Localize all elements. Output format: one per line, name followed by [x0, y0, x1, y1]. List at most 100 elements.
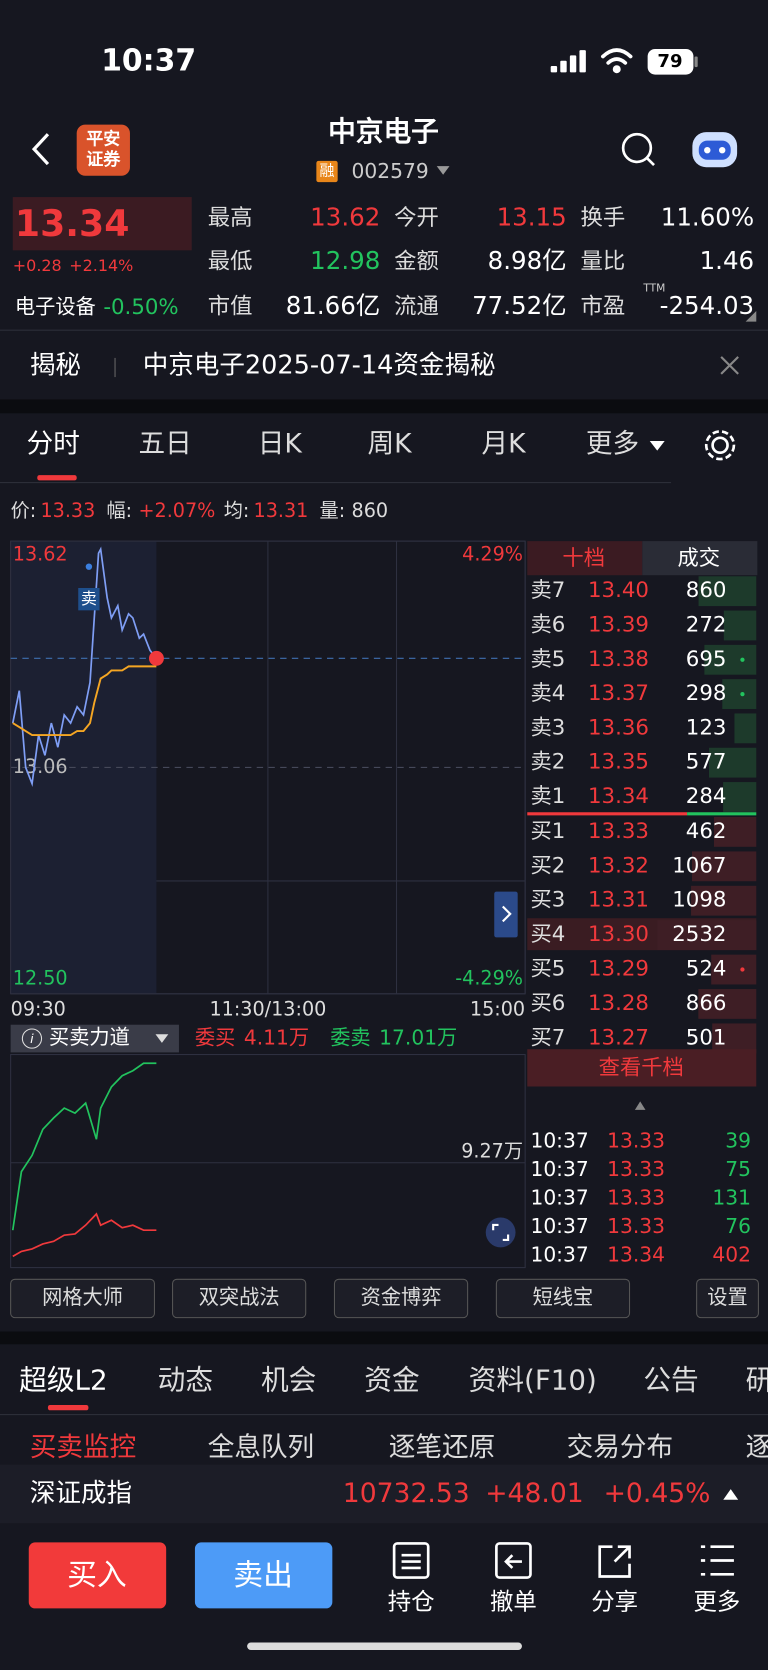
- section-tab[interactable]: 动态: [158, 1364, 213, 1397]
- section-tab[interactable]: 研: [746, 1364, 768, 1397]
- info-label: 量:: [320, 499, 346, 522]
- info-icon[interactable]: [21, 1028, 43, 1049]
- status-time: 10:37: [101, 43, 196, 78]
- book-tab-active[interactable]: [527, 541, 643, 576]
- x-tick-label: 09:30: [11, 997, 66, 1020]
- stock-code[interactable]: 002579: [352, 159, 429, 183]
- stat-label: 今开: [394, 205, 439, 231]
- book-level: 卖6: [530, 612, 565, 637]
- sub-tab[interactable]: 逐笔还原: [389, 1432, 495, 1463]
- sell-label: 卖出: [233, 1558, 293, 1593]
- action-label[interactable]: 撤单: [490, 1588, 537, 1616]
- book-level: 卖1: [530, 784, 565, 809]
- period-tab[interactable]: 更多: [586, 429, 639, 460]
- sub-tab[interactable]: 逐: [746, 1432, 768, 1463]
- price-change: +0.28: [13, 256, 62, 275]
- tab-underline: [47, 1404, 89, 1411]
- gap: [0, 1331, 768, 1345]
- book-tab[interactable]: [642, 541, 758, 576]
- period-tab[interactable]: 月K: [481, 429, 527, 460]
- search-button[interactable]: [621, 132, 655, 167]
- book-level: 买4: [530, 922, 565, 947]
- expand-arrow: [502, 905, 512, 923]
- series-line: [12, 1212, 157, 1258]
- action-icons: [392, 1542, 734, 1579]
- book-level: 买5: [530, 957, 565, 982]
- index-value: 10732.53: [343, 1478, 470, 1509]
- y-tick-label: 13.62: [13, 542, 68, 565]
- more-dropdown[interactable]: [649, 440, 665, 451]
- assistant-button[interactable]: [692, 132, 738, 168]
- tool-button[interactable]: [172, 1278, 307, 1319]
- tool-label: 资金博弈: [361, 1285, 442, 1309]
- collapse-arrow[interactable]: [634, 1101, 646, 1110]
- stat-value: 13.15: [497, 202, 567, 231]
- indicator-selector[interactable]: [10, 1024, 179, 1053]
- sub-tab[interactable]: 全息队列: [208, 1432, 314, 1463]
- index-expand[interactable]: [723, 1489, 739, 1500]
- book-level: 买2: [530, 853, 565, 878]
- buy-button[interactable]: [28, 1542, 167, 1609]
- sub-tabs: 买卖监控 全息队列 逐笔还原 交易分布 逐: [30, 1432, 768, 1463]
- period-tab[interactable]: 周K: [367, 429, 413, 460]
- banner-close[interactable]: [720, 356, 739, 375]
- legend-value: 4.11万: [244, 1025, 309, 1049]
- section-tab[interactable]: 公告: [643, 1364, 698, 1397]
- action-label[interactable]: 持仓: [388, 1588, 435, 1616]
- y-tick-label: 12.50: [13, 966, 68, 989]
- book-volume: 2532: [672, 922, 726, 947]
- book-volume: 695: [686, 647, 727, 672]
- index-bar[interactable]: [0, 1464, 768, 1524]
- home-indicator: [247, 1642, 522, 1650]
- gap: [0, 399, 768, 414]
- book-level: 买1: [530, 819, 565, 844]
- period-tab[interactable]: 日K: [258, 429, 304, 460]
- tools: 网格大师 双突战法 资金博弈 短线宝 设置: [10, 1278, 759, 1319]
- book-volume: 123: [686, 715, 727, 740]
- book-price: 13.32: [588, 853, 649, 878]
- trade-time: 10:37: [530, 1157, 588, 1181]
- stat-value: 77.52亿: [472, 291, 567, 320]
- tool-button[interactable]: [333, 1278, 469, 1319]
- section-tab[interactable]: 资金: [364, 1364, 419, 1397]
- book-price: 13.36: [588, 715, 649, 740]
- depth-button-label: 查看千档: [599, 1055, 684, 1080]
- trade-price: 13.33: [607, 1185, 665, 1209]
- book-volume: 524: [686, 957, 727, 982]
- settings-button[interactable]: [704, 430, 736, 461]
- period-tab[interactable]: 五日: [138, 429, 191, 460]
- stat-label: 量比: [581, 249, 626, 275]
- info-value: 13.33: [40, 499, 95, 522]
- stat-label: 金额: [394, 249, 439, 275]
- book-level: 卖2: [530, 750, 565, 775]
- code-dropdown[interactable]: [436, 166, 450, 175]
- action-label[interactable]: 分享: [591, 1588, 638, 1616]
- sub-tab[interactable]: 交易分布: [567, 1432, 673, 1463]
- volume-bar: [698, 576, 757, 607]
- book-volume: 860: [686, 578, 727, 603]
- sector-change: -0.50%: [103, 295, 178, 320]
- signal-label: 卖: [81, 589, 97, 608]
- tool-button[interactable]: [495, 1278, 631, 1319]
- indicator-dropdown[interactable]: [155, 1034, 169, 1043]
- back-button[interactable]: [31, 133, 50, 166]
- info-label: 均:: [224, 499, 250, 522]
- quote-stats: 最高 13.62 今开 13.15 换手 11.60% 最低 12.98 金额 8.98亿 量比 1.…: [208, 202, 754, 319]
- expand-book-button[interactable]: [494, 891, 518, 938]
- section-tab[interactable]: 超级L2: [19, 1364, 107, 1397]
- action-label[interactable]: 更多: [693, 1588, 740, 1616]
- tool-button[interactable]: [10, 1278, 155, 1319]
- sector-name[interactable]: 电子设备: [15, 294, 96, 318]
- sell-button[interactable]: [194, 1542, 333, 1609]
- sub-tab[interactable]: 买卖监控: [30, 1432, 136, 1463]
- action-items: 持仓 撤单 分享 更多: [388, 1588, 741, 1616]
- info-line: 价: 13.33 幅: +2.07% 均: 13.31 量: 860: [11, 499, 388, 522]
- section-tab[interactable]: 资料(F10): [469, 1364, 597, 1397]
- depth-button[interactable]: [527, 1049, 757, 1087]
- tool-button[interactable]: [696, 1278, 759, 1319]
- period-tab[interactable]: 分时: [27, 429, 80, 460]
- banner-text[interactable]: 中京电子2025-07-14资金揭秘: [143, 350, 496, 380]
- fullscreen-button[interactable]: [485, 1217, 516, 1248]
- section-tab[interactable]: 机会: [261, 1364, 316, 1397]
